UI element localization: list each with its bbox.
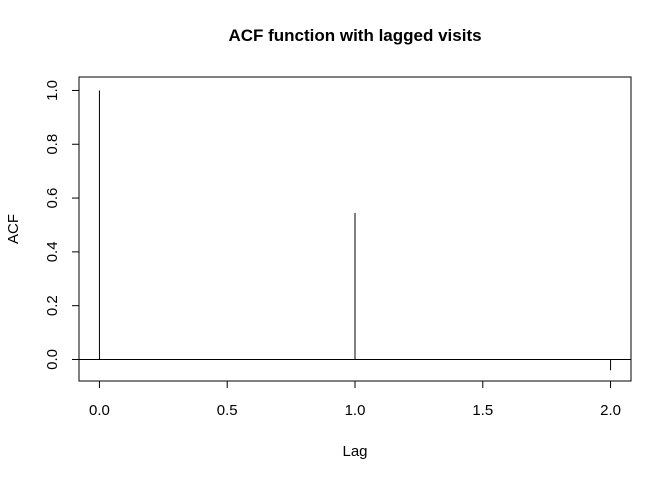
y-tick-label: 0.2 [44,295,61,316]
y-axis-label: ACF [5,214,22,244]
x-tick-label: 1.5 [472,402,493,419]
y-tick-label: 0.8 [44,134,61,155]
x-tick-label: 2.0 [600,402,621,419]
x-axis: 0.0 0.5 1.0 1.5 2.0 [89,380,621,419]
y-tick-label: 0.6 [44,188,61,209]
acf-bars [98,90,612,371]
chart-title: ACF function with lagged visits [228,26,481,45]
y-tick-label: 0.0 [44,349,61,370]
x-tick-label: 1.0 [345,402,366,419]
x-tick-label: 0.5 [217,402,238,419]
y-tick-label: 0.4 [44,241,61,262]
y-axis: 0.0 0.2 0.4 0.6 0.8 1.0 [44,80,80,370]
x-tick-label: 0.0 [89,402,110,419]
x-axis-label: Lag [342,443,367,460]
y-tick-label: 1.0 [44,80,61,101]
